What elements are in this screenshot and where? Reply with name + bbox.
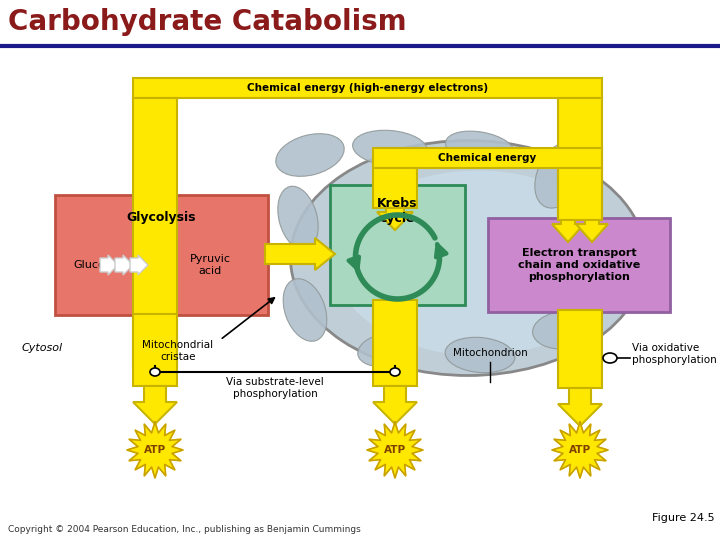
FancyArrow shape	[115, 255, 133, 275]
Bar	[133, 78, 602, 98]
FancyBboxPatch shape	[330, 185, 465, 305]
FancyBboxPatch shape	[55, 195, 268, 315]
Text: Mitochondrial
cristae: Mitochondrial cristae	[143, 340, 214, 362]
FancyBboxPatch shape	[488, 218, 670, 312]
Text: Glycolysis: Glycolysis	[127, 211, 197, 224]
Ellipse shape	[446, 131, 515, 165]
Text: Copyright © 2004 Pearson Education, Inc., publishing as Benjamin Cummings: Copyright © 2004 Pearson Education, Inc.…	[8, 525, 361, 534]
FancyArrow shape	[133, 386, 177, 424]
Bar	[373, 300, 417, 386]
Text: Figure 24.5: Figure 24.5	[652, 513, 715, 523]
Bar	[558, 168, 602, 220]
Ellipse shape	[445, 338, 515, 373]
Bar	[558, 310, 602, 388]
FancyArrow shape	[100, 255, 118, 275]
Bar	[373, 168, 417, 208]
Text: Krebs
cycle: Krebs cycle	[377, 197, 418, 225]
Bar	[558, 98, 602, 218]
Bar	[373, 148, 602, 168]
Bar	[133, 314, 177, 386]
Ellipse shape	[276, 134, 344, 177]
Ellipse shape	[390, 368, 400, 376]
Text: Pyruvic
acid: Pyruvic acid	[189, 254, 230, 276]
Ellipse shape	[603, 353, 617, 363]
FancyArrow shape	[373, 386, 417, 424]
Text: ATP: ATP	[144, 445, 166, 455]
Ellipse shape	[353, 130, 428, 166]
Ellipse shape	[570, 219, 611, 292]
Text: ATP: ATP	[384, 445, 406, 455]
Ellipse shape	[533, 311, 598, 349]
Text: Via oxidative
phosphorylation: Via oxidative phosphorylation	[632, 343, 716, 365]
FancyArrow shape	[576, 220, 608, 242]
Text: Electron transport
chain and oxidative
phosphorylation: Electron transport chain and oxidative p…	[518, 248, 640, 281]
Ellipse shape	[150, 368, 160, 376]
Text: Chemical energy (high-energy electrons): Chemical energy (high-energy electrons)	[247, 83, 488, 93]
Text: Glucose: Glucose	[73, 260, 117, 270]
Polygon shape	[127, 422, 183, 478]
Ellipse shape	[290, 140, 646, 375]
FancyArrow shape	[377, 208, 413, 230]
Text: Cytosol: Cytosol	[22, 343, 63, 353]
Polygon shape	[552, 422, 608, 478]
Text: ATP: ATP	[569, 445, 591, 455]
Text: Carbohydrate Catabolism: Carbohydrate Catabolism	[8, 8, 407, 36]
Ellipse shape	[278, 186, 318, 250]
Polygon shape	[367, 422, 423, 478]
Ellipse shape	[283, 279, 327, 341]
Text: Chemical energy: Chemical energy	[438, 153, 536, 163]
FancyArrow shape	[552, 220, 584, 242]
Ellipse shape	[336, 171, 621, 355]
Text: Mitochondrion: Mitochondrion	[453, 348, 527, 358]
Ellipse shape	[358, 334, 413, 367]
Ellipse shape	[535, 142, 585, 208]
FancyArrow shape	[130, 255, 148, 275]
Bar	[133, 98, 177, 366]
FancyArrow shape	[558, 388, 602, 426]
Text: Via substrate-level
phosphorylation: Via substrate-level phosphorylation	[226, 377, 324, 399]
FancyArrow shape	[265, 238, 335, 270]
